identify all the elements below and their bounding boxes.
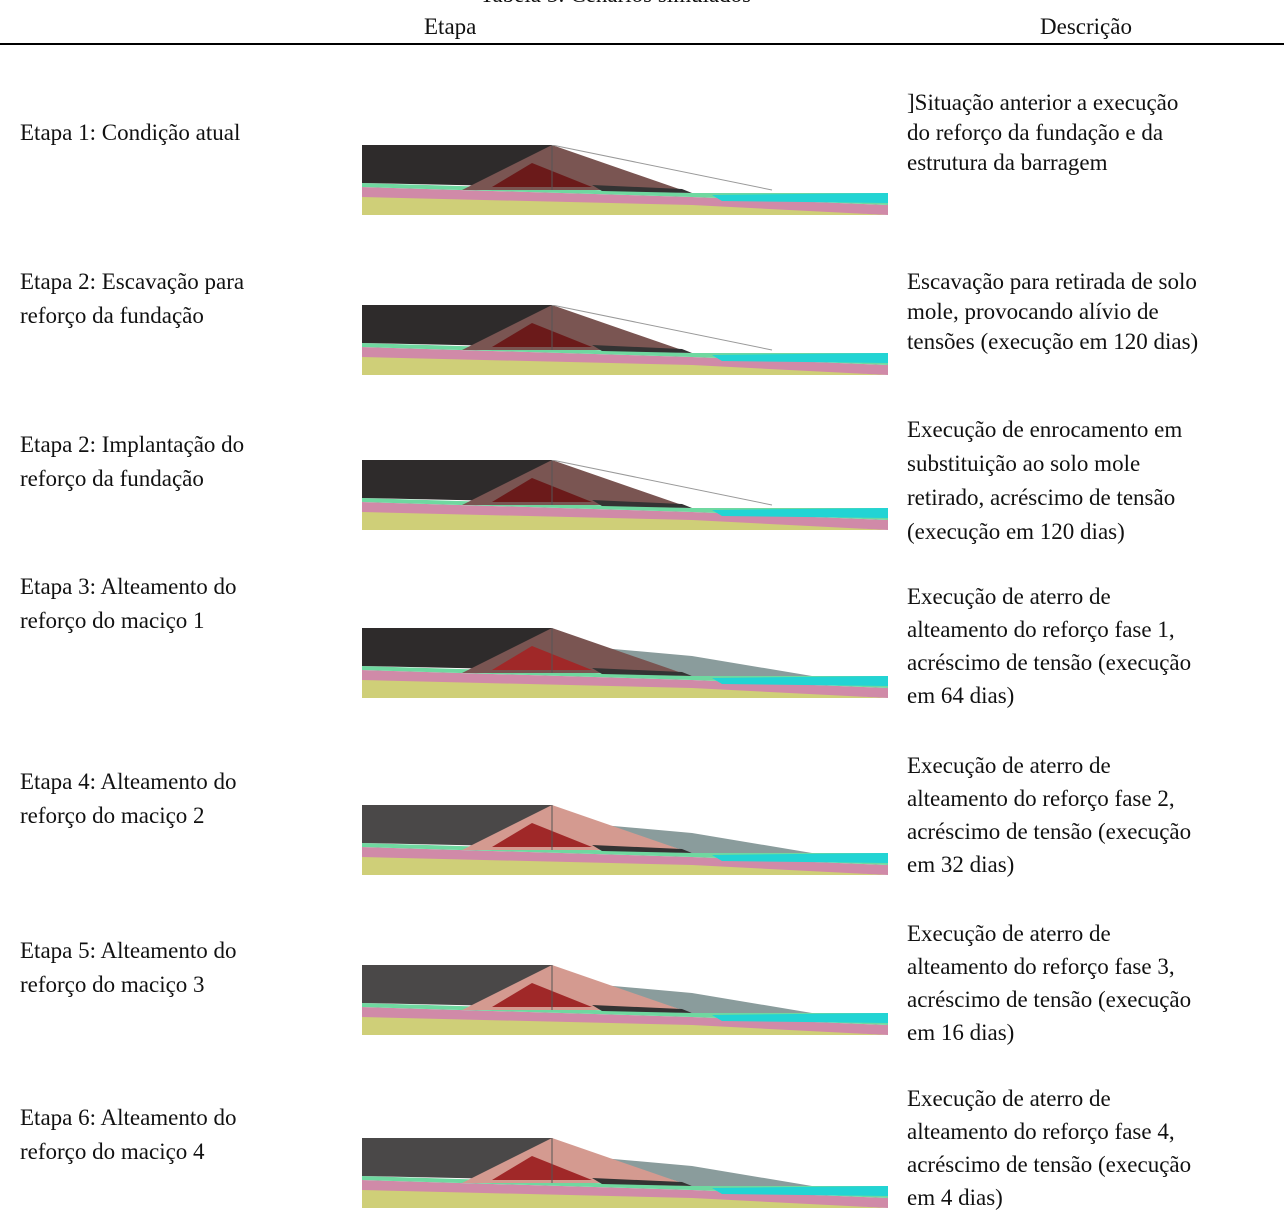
berm xyxy=(592,1178,692,1186)
stage-label: Etapa 4: Alteamento do xyxy=(20,769,237,794)
berm xyxy=(592,845,692,853)
header-rule xyxy=(0,43,1284,45)
stage-label: Etapa 1: Condição atual xyxy=(20,120,241,145)
berm xyxy=(592,1005,692,1013)
stage-label: reforço da fundação xyxy=(20,303,204,328)
soft-soil xyxy=(362,670,888,698)
soft-soil xyxy=(362,1180,888,1208)
stage-label: Etapa 5: Alteamento do xyxy=(20,938,237,963)
berm xyxy=(592,185,692,193)
berm xyxy=(592,500,692,508)
description-line: em 32 dias) xyxy=(907,852,1015,877)
description-line: em 16 dias) xyxy=(907,1020,1015,1045)
description-line: Execução de aterro de xyxy=(907,753,1111,778)
water xyxy=(712,353,888,363)
description-line: em 4 dias) xyxy=(907,1185,1003,1210)
section-drawing xyxy=(362,145,888,215)
description-line: tensões (execução em 120 dias) xyxy=(907,329,1199,354)
stage-label: Etapa 6: Alteamento do xyxy=(20,1105,237,1130)
description-line: (execução em 120 dias) xyxy=(907,519,1125,544)
water xyxy=(712,1186,888,1196)
water xyxy=(712,1013,888,1023)
description-line: retirado, acréscimo de tensão xyxy=(907,485,1176,510)
dam-core xyxy=(492,323,592,347)
stage-label: reforço da fundação xyxy=(20,466,204,491)
berm xyxy=(592,345,692,353)
section-drawing xyxy=(362,805,888,875)
soft-soil xyxy=(362,1007,888,1035)
soft-soil xyxy=(362,347,888,375)
dam-core xyxy=(492,983,592,1007)
description-line: ]Situação anterior a execução xyxy=(907,90,1179,115)
description-line: acréscimo de tensão (execução xyxy=(907,987,1192,1012)
dam-core xyxy=(492,478,592,502)
description-line: alteamento do reforço fase 3, xyxy=(907,954,1175,979)
soft-soil xyxy=(362,847,888,875)
description-line: acréscimo de tensão (execução xyxy=(907,819,1192,844)
water xyxy=(712,853,888,863)
description-line: alteamento do reforço fase 2, xyxy=(907,786,1175,811)
stage-label: Etapa 2: Escavação para xyxy=(20,269,245,294)
outline xyxy=(551,145,773,191)
section-drawing xyxy=(362,965,888,1035)
section-drawing xyxy=(362,460,888,530)
section-drawing xyxy=(362,305,888,375)
description-line: Escavação para retirada de solo xyxy=(907,269,1197,294)
dam-core xyxy=(492,646,592,670)
water xyxy=(712,508,888,518)
water xyxy=(712,676,888,686)
description-line: mole, provocando alívio de xyxy=(907,299,1159,324)
column-header: Etapa xyxy=(424,14,477,39)
description-line: acréscimo de tensão (execução xyxy=(907,1152,1192,1177)
description-line: alteamento do reforço fase 1, xyxy=(907,617,1175,642)
downstream-fill xyxy=(602,825,812,853)
outline xyxy=(551,305,773,351)
description-line: alteamento do reforço fase 4, xyxy=(907,1119,1175,1144)
dam-core xyxy=(492,823,592,847)
stage-label: reforço do maciço 3 xyxy=(20,972,205,997)
section-drawing xyxy=(362,1138,888,1208)
soft-soil xyxy=(362,502,888,530)
downstream-fill xyxy=(602,985,812,1013)
description-line: Execução de enrocamento em xyxy=(907,417,1183,442)
soft-soil xyxy=(362,187,888,215)
stage-label: reforço do maciço 1 xyxy=(20,608,205,633)
description-line: em 64 dias) xyxy=(907,683,1015,708)
outline xyxy=(551,460,773,506)
description-line: Execução de aterro de xyxy=(907,921,1111,946)
stage-label: Etapa 3: Alteamento do xyxy=(20,574,237,599)
description-line: acréscimo de tensão (execução xyxy=(907,650,1192,675)
description-line: substituição ao solo mole xyxy=(907,451,1141,476)
description-line: Execução de aterro de xyxy=(907,1086,1111,1111)
table-title: Tabela 5: Cenários simulados xyxy=(480,0,751,11)
downstream-fill xyxy=(602,648,812,676)
water xyxy=(712,193,888,203)
downstream-fill xyxy=(602,1158,812,1186)
stage-label: reforço do maciço 4 xyxy=(20,1139,205,1164)
stage-label: reforço do maciço 2 xyxy=(20,803,205,828)
section-drawing xyxy=(362,628,888,698)
dam-core xyxy=(492,1156,592,1180)
dam-core xyxy=(492,163,592,187)
description-line: estrutura da barragem xyxy=(907,150,1108,175)
description-line: Execução de aterro de xyxy=(907,584,1111,609)
description-line: do reforço da fundação e da xyxy=(907,120,1164,145)
berm xyxy=(592,668,692,676)
stage-label: Etapa 2: Implantação do xyxy=(20,432,245,457)
column-header: Descrição xyxy=(1040,14,1132,39)
